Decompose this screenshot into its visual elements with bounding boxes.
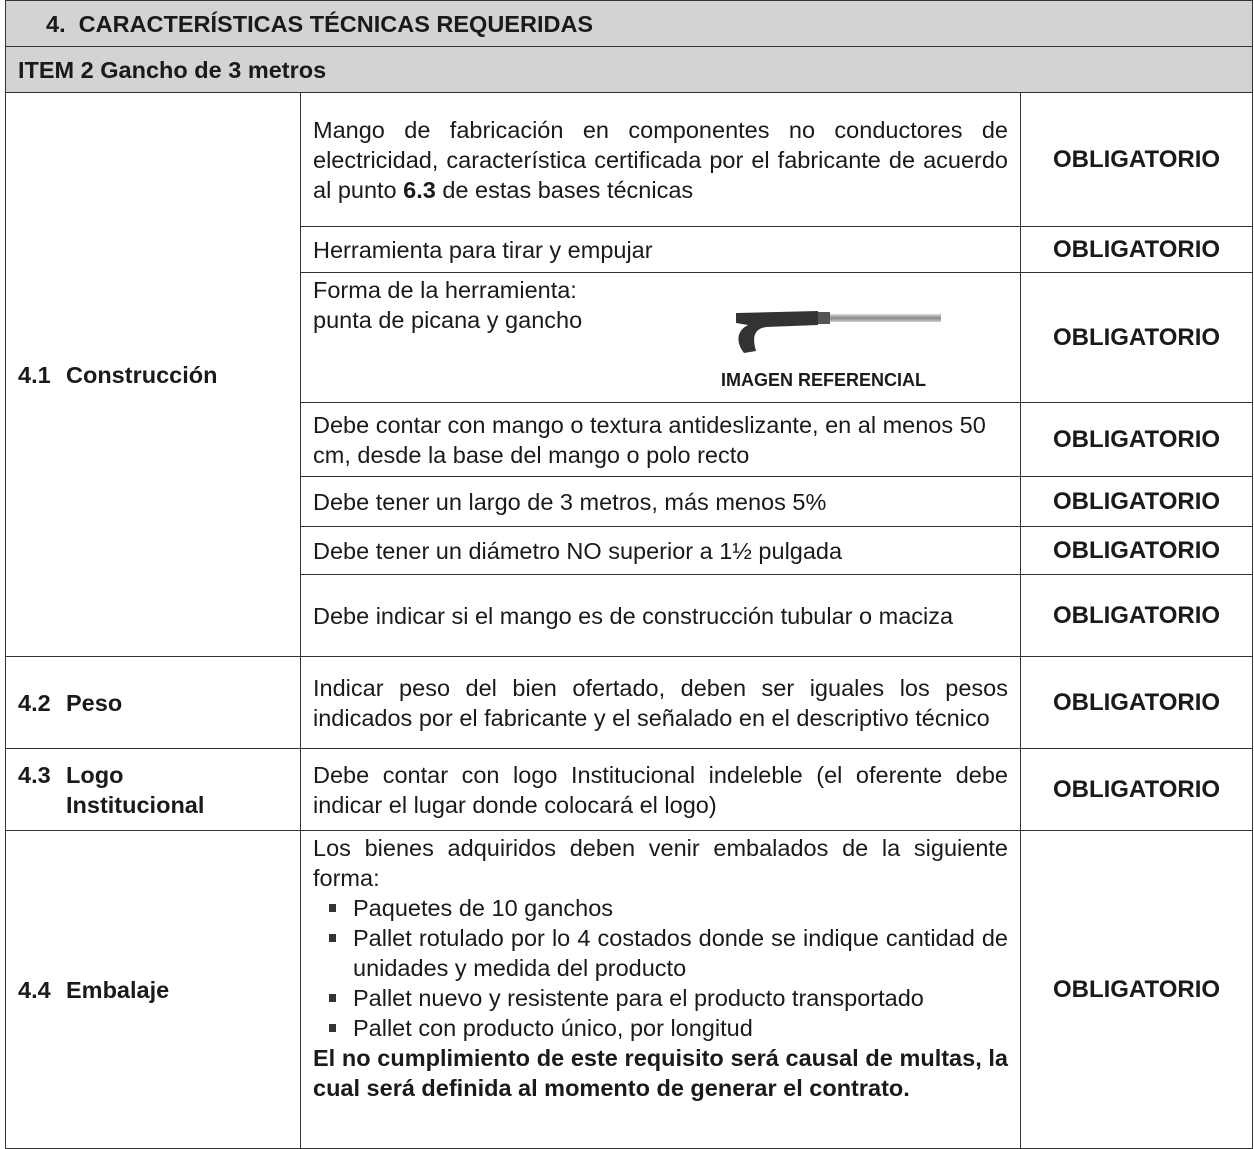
section-number: 4.	[46, 10, 66, 37]
row: Debe tener un largo de 3 metros, más men…	[6, 476, 1253, 527]
group-name: Construcción	[66, 361, 218, 388]
description-bold: 6.3	[403, 176, 436, 203]
requirements-table: 4. CARACTERÍSTICAS TÉCNICAS REQUERIDAS I…	[5, 0, 1253, 1149]
note: El no cumplimiento de este requisito ser…	[313, 1045, 1008, 1101]
bullet-list: Paquetes de 10 ganchos Pallet rotulado p…	[313, 893, 1008, 1043]
tool-image	[736, 311, 941, 353]
section-header: 4. CARACTERÍSTICAS TÉCNICAS REQUERIDAS	[5, 0, 1253, 47]
group-label: 4.2 Peso	[5, 656, 301, 749]
group-label: 4.3 Logo Institucional	[5, 748, 301, 831]
row: 4.2 Peso Indicar peso del bien ofertado, …	[5, 656, 1253, 749]
description: Debe tener un diámetro NO superior a 1½ …	[300, 526, 1021, 575]
row: Debe indicar si el mango es de construcc…	[6, 574, 1253, 657]
row: 4.1 Construcción Mango de fabricación en …	[5, 92, 1253, 657]
group-name: Logo Institucional	[66, 761, 205, 818]
description: Los bienes adquiridos deben venir embala…	[300, 830, 1021, 1149]
row: Herramienta para tirar y empujar OBLIGAT…	[6, 226, 1253, 273]
item-title: ITEM 2 Gancho de 3 metros	[5, 46, 1253, 93]
description-text: de estas bases técnicas	[435, 176, 694, 203]
row: Debe contar con mango o textura antidesl…	[6, 402, 1253, 477]
requirement: OBLIGATORIO	[1020, 830, 1253, 1149]
image-caption: IMAGEN REFERENCIAL	[721, 370, 927, 390]
description-line: Forma de la herramienta:	[313, 277, 577, 303]
row: Forma de la herramienta: punta de picana…	[6, 272, 1253, 403]
requirement: OBLIGATORIO	[1020, 402, 1253, 477]
description: Debe indicar si el mango es de construcc…	[300, 574, 1021, 657]
row: Debe tener un diámetro NO superior a 1½ …	[6, 526, 1253, 575]
description: Debe tener un largo de 3 metros, más men…	[300, 476, 1021, 527]
group-name: Embalaje	[66, 976, 170, 1003]
description: Indicar peso del bien ofertado, deben se…	[300, 656, 1021, 749]
description: Mango de fabricación en componentes no c…	[300, 92, 1021, 227]
item-header-row: ITEM 2 Gancho de 3 metros	[5, 46, 1253, 93]
row: 4.4 Embalaje Los bienes adquiridos deben …	[5, 830, 1253, 1149]
group-number: 4.1	[18, 361, 51, 388]
bullet: Pallet rotulado por lo 4 costados donde …	[329, 925, 1008, 981]
requirement: OBLIGATORIO	[1020, 226, 1253, 273]
bullet: Pallet con producto único, por longitud	[329, 1013, 1008, 1043]
description: Forma de la herramienta: punta de picana…	[300, 272, 1021, 403]
requirement: OBLIGATORIO	[1020, 656, 1253, 749]
requirement: OBLIGATORIO	[1020, 476, 1253, 527]
bullet: Paquetes de 10 ganchos	[329, 893, 1008, 923]
group-number: 4.4	[18, 976, 51, 1003]
bullet: Pallet nuevo y resistente para el produc…	[329, 983, 1008, 1013]
group-label: 4.1 Construcción	[5, 92, 301, 657]
requirement: OBLIGATORIO	[1020, 272, 1253, 403]
description: Debe contar con logo Institucional indel…	[300, 748, 1021, 831]
group-number: 4.3	[18, 761, 51, 788]
row: 4.3 Logo Institucional Debe contar con lo…	[5, 748, 1253, 831]
requirement: OBLIGATORIO	[1020, 748, 1253, 831]
section-title: CARACTERÍSTICAS TÉCNICAS REQUERIDAS	[78, 10, 594, 37]
requirement: OBLIGATORIO	[1020, 574, 1253, 657]
description: Debe contar con mango o textura antidesl…	[300, 402, 1021, 477]
group-number: 4.2	[18, 689, 51, 716]
section-header-row: 4. CARACTERÍSTICAS TÉCNICAS REQUERIDAS	[5, 0, 1253, 47]
description-text: Mango de fabricación en componentes no c…	[313, 116, 1008, 203]
group-name: Peso	[66, 689, 123, 716]
intro: Los bienes adquiridos deben venir embala…	[313, 835, 1008, 891]
requirement: OBLIGATORIO	[1020, 92, 1253, 227]
description-line: punta de picana y gancho	[313, 307, 583, 333]
group-label: 4.4 Embalaje	[5, 830, 301, 1149]
requirement: OBLIGATORIO	[1020, 526, 1253, 575]
description: Herramienta para tirar y empujar	[300, 226, 1021, 273]
